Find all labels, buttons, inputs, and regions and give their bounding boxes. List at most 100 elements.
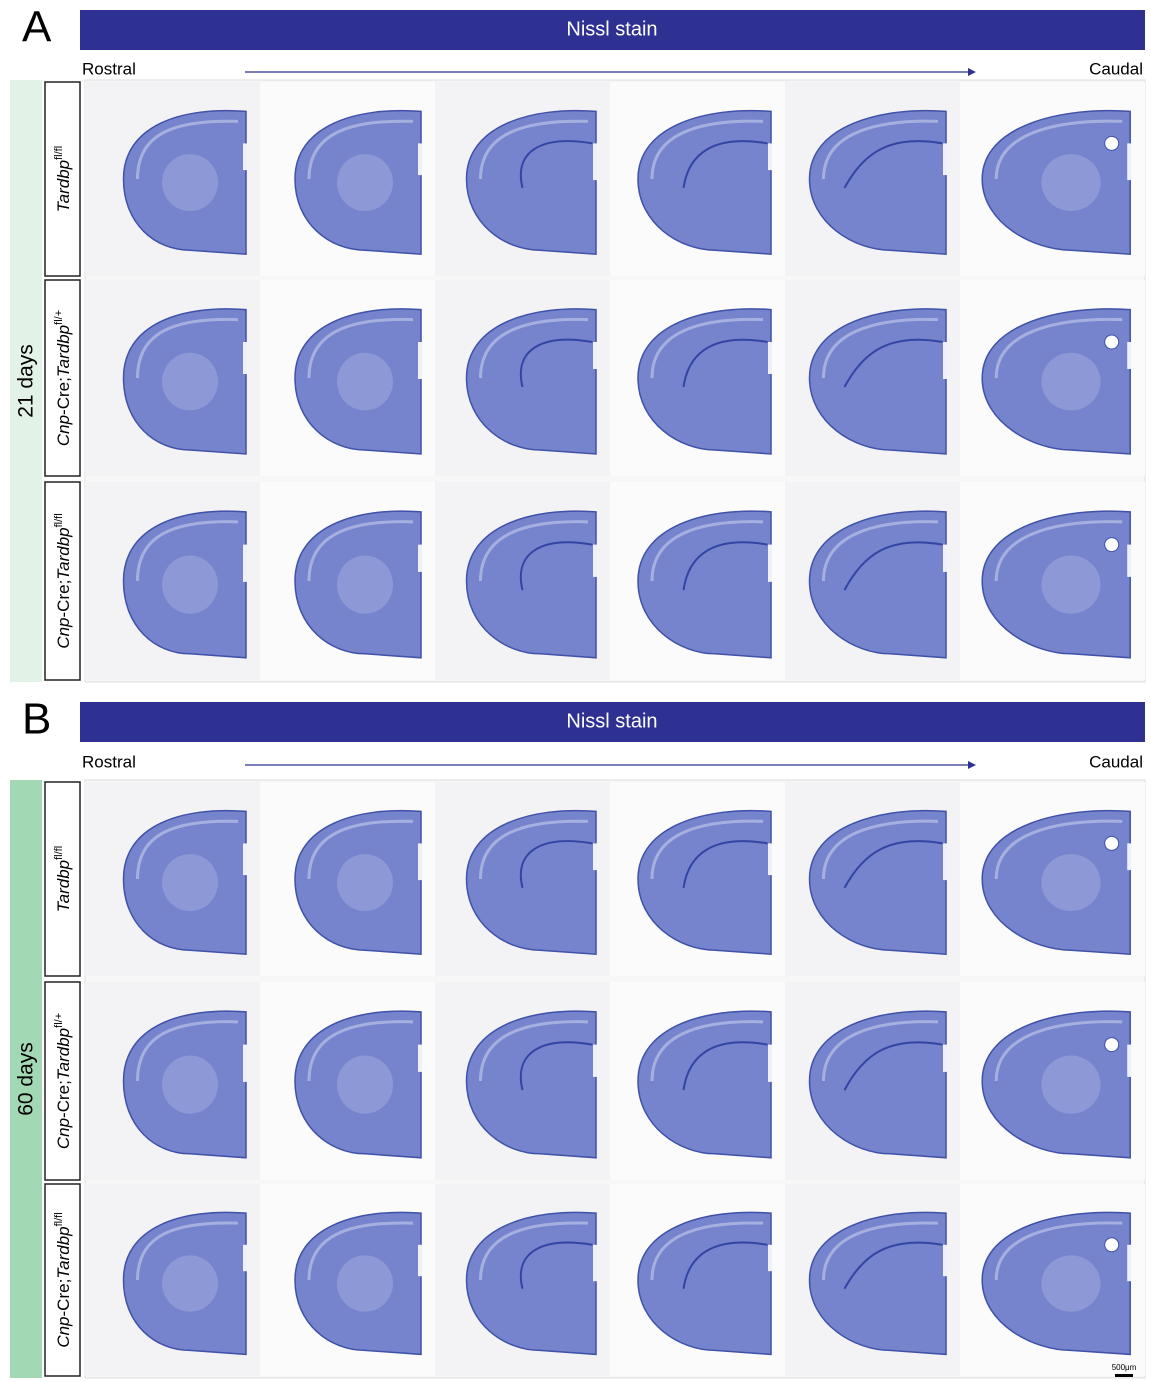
section-cell — [435, 982, 610, 1180]
midline — [243, 143, 247, 170]
striatum — [337, 556, 393, 614]
striatum — [162, 353, 218, 411]
section-cell — [260, 982, 435, 1180]
genotype-part: -Cre; — [54, 1080, 73, 1118]
midline — [593, 1045, 597, 1077]
genotype-part: -Cre; — [54, 580, 73, 618]
midline — [418, 1045, 422, 1072]
aqueduct — [1105, 836, 1119, 850]
section-cell — [435, 82, 610, 276]
age-label: 60 days — [15, 1042, 38, 1116]
arrow-head — [968, 68, 976, 76]
midline — [593, 843, 597, 870]
genotype-part: fl/fl — [53, 1212, 65, 1226]
striatum — [337, 1056, 393, 1114]
midline — [768, 843, 772, 875]
genotype-part: Cnp — [54, 1118, 73, 1149]
aqueduct — [1105, 1238, 1119, 1252]
genotype-part: Tardbp — [54, 1028, 73, 1080]
aqueduct — [1105, 335, 1119, 349]
genotype-part: Tardbp — [54, 860, 73, 912]
genotype-part: Cnp — [54, 415, 73, 446]
section-cell — [785, 782, 960, 976]
striatum — [162, 854, 218, 911]
midline — [418, 342, 422, 379]
genotype-label: Cnp-Cre;Tardbpfl/+ — [53, 310, 74, 446]
midline — [593, 1245, 597, 1281]
section-cell — [610, 782, 785, 976]
section-cell — [610, 982, 785, 1180]
genotype-part: -Cre; — [54, 1279, 73, 1317]
section-cell — [785, 82, 960, 276]
midline — [418, 143, 422, 175]
genotype-part: Tardbp — [54, 160, 73, 212]
section-cell — [785, 280, 960, 476]
aqueduct — [1105, 136, 1119, 150]
genotype-part: Cnp — [54, 1316, 73, 1347]
section-cell — [960, 82, 1145, 276]
rostral-label: Rostral — [82, 59, 136, 78]
midline — [768, 1045, 772, 1082]
striatum — [337, 854, 393, 911]
midline — [1127, 143, 1131, 180]
midline — [768, 545, 772, 582]
age-label: 21 days — [15, 344, 38, 418]
section-cell — [960, 1184, 1145, 1376]
midline — [593, 342, 597, 369]
genotype-part: fl/fl — [53, 846, 65, 860]
genotype-part: fl/fl — [53, 513, 65, 527]
genotype-part: fl/+ — [53, 310, 65, 325]
midline — [1127, 843, 1131, 870]
figure: ANissl stainRostralCaudal21 daysTardbpfl… — [0, 0, 1151, 1382]
midline — [418, 545, 422, 572]
midline — [943, 342, 947, 379]
midline — [943, 143, 947, 175]
striatum — [1041, 1255, 1100, 1311]
panel-letter: B — [22, 695, 51, 744]
section-cell — [435, 280, 610, 476]
striatum — [1041, 353, 1100, 411]
section-cell — [960, 280, 1145, 476]
banner-title: Nissl stain — [566, 18, 657, 40]
section-cell — [260, 82, 435, 276]
genotype-part: Tardbp — [54, 527, 73, 579]
midline — [1127, 545, 1131, 577]
midline — [243, 342, 247, 374]
section-cell — [960, 982, 1145, 1180]
striatum — [1041, 1056, 1100, 1114]
section-cell — [785, 1184, 960, 1376]
striatum — [1041, 154, 1100, 211]
genotype-part: fl/+ — [53, 1013, 65, 1028]
section-cell — [85, 482, 260, 680]
caudal-label: Caudal — [1089, 752, 1143, 771]
midline — [243, 1245, 247, 1271]
aqueduct — [1105, 538, 1119, 552]
caudal-label: Caudal — [1089, 59, 1143, 78]
scale-bar-label: 500μm — [1112, 1363, 1137, 1372]
genotype-part: Tardbp — [54, 325, 73, 377]
midline — [943, 545, 947, 572]
striatum — [1041, 556, 1100, 614]
striatum — [162, 154, 218, 211]
section-cell — [85, 280, 260, 476]
midline — [768, 342, 772, 374]
section-cell — [960, 482, 1145, 680]
midline — [243, 545, 247, 582]
midline — [418, 843, 422, 880]
midline — [418, 1245, 422, 1276]
striatum — [162, 556, 218, 614]
banner-title: Nissl stain — [566, 710, 657, 732]
section-cell — [260, 280, 435, 476]
section-cell — [610, 280, 785, 476]
genotype-part: -Cre; — [54, 377, 73, 415]
arrow-head — [968, 761, 976, 769]
section-cell — [85, 982, 260, 1180]
section-cell — [435, 1184, 610, 1376]
section-cell — [260, 782, 435, 976]
section-cell — [610, 82, 785, 276]
striatum — [162, 1056, 218, 1114]
midline — [1127, 1245, 1131, 1281]
midline — [593, 143, 597, 180]
scale-bar — [1115, 1374, 1133, 1377]
midline — [943, 1045, 947, 1072]
